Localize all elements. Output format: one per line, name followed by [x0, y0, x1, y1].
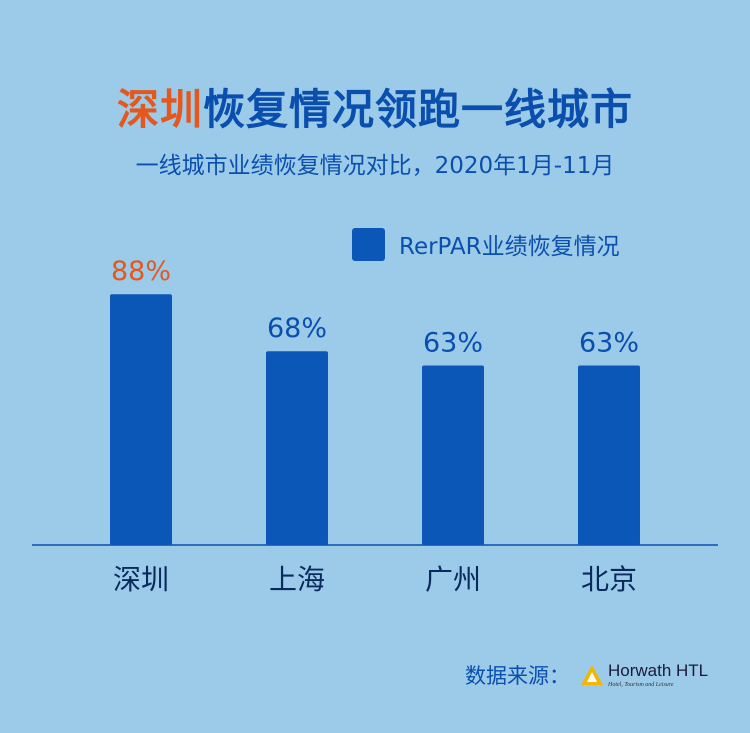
data-source: 数据来源： Horwath HTL Hotel, Tourism and Lei… — [465, 657, 708, 693]
source-label: 数据来源： — [465, 664, 570, 688]
bar-2 — [422, 365, 484, 545]
legend-label: RerPAR业绩恢复情况 — [399, 234, 620, 260]
category-label-1: 上海 — [269, 563, 325, 596]
category-label-3: 北京 — [581, 563, 637, 596]
value-label-1: 68% — [267, 313, 327, 344]
title-rest: 恢复情况领跑一线城市 — [203, 85, 634, 134]
legend: RerPAR业绩恢复情况 — [352, 227, 620, 261]
title-highlight: 深圳 — [116, 85, 203, 134]
chart-subtitle: 一线城市业绩恢复情况对比，2020年1月-11月 — [135, 153, 615, 179]
category-label-2: 广州 — [425, 563, 481, 596]
logo-name: Horwath HTL — [608, 661, 709, 680]
horwath-logo: Horwath HTL Hotel, Tourism and Leisure — [580, 662, 708, 688]
value-label-3: 63% — [579, 327, 639, 358]
bar-3 — [578, 365, 640, 545]
value-label-2: 63% — [423, 327, 483, 358]
bar-1 — [266, 351, 328, 545]
value-label-0: 88% — [111, 256, 171, 287]
bar-0 — [110, 294, 172, 545]
legend-swatch — [352, 227, 385, 261]
category-label-0: 深圳 — [113, 563, 169, 596]
horwath-triangle-icon — [581, 665, 603, 685]
logo-tagline: Hotel, Tourism and Leisure — [608, 682, 674, 688]
chart-title: 深圳恢复情况领跑一线城市 — [0, 76, 750, 137]
